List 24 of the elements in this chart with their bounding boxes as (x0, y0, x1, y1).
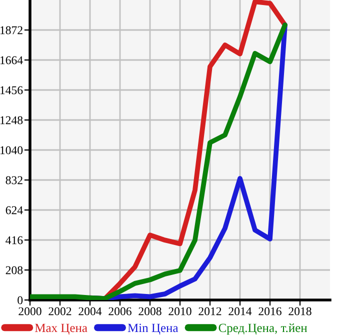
x-tick-label: 2000 (18, 307, 42, 316)
y-tick-label: 416 (6, 236, 23, 244)
y-tick-label: 1456 (0, 86, 23, 94)
x-tick-label: 2002 (48, 307, 72, 316)
y-tick-label: 832 (6, 176, 22, 184)
x-tick-label: 2008 (138, 307, 162, 316)
y-tick-label: 624 (6, 206, 23, 214)
x-tick-label: 2014 (228, 307, 252, 316)
legend-label: Сред.Цена, т.йен (218, 323, 308, 335)
legend-label: Min Цена (128, 324, 178, 335)
x-tick-label: 2006 (108, 307, 132, 316)
y-tick-label: 1040 (0, 146, 23, 154)
y-tick-label: 1872 (0, 26, 22, 34)
x-tick-label: 2016 (258, 307, 282, 316)
x-tick-label: 2010 (168, 307, 192, 316)
y-tick-label: 0 (18, 296, 23, 304)
y-tick-label: 1248 (0, 116, 23, 124)
y-tick-label: 1664 (0, 56, 23, 64)
x-tick-label: 2004 (78, 307, 102, 316)
x-tick-label: 2012 (198, 307, 222, 316)
line-series (30, 22, 288, 300)
legend-label: Max Цена (35, 324, 88, 335)
x-tick-label: 2018 (288, 307, 312, 316)
y-tick-label: 208 (6, 266, 23, 274)
